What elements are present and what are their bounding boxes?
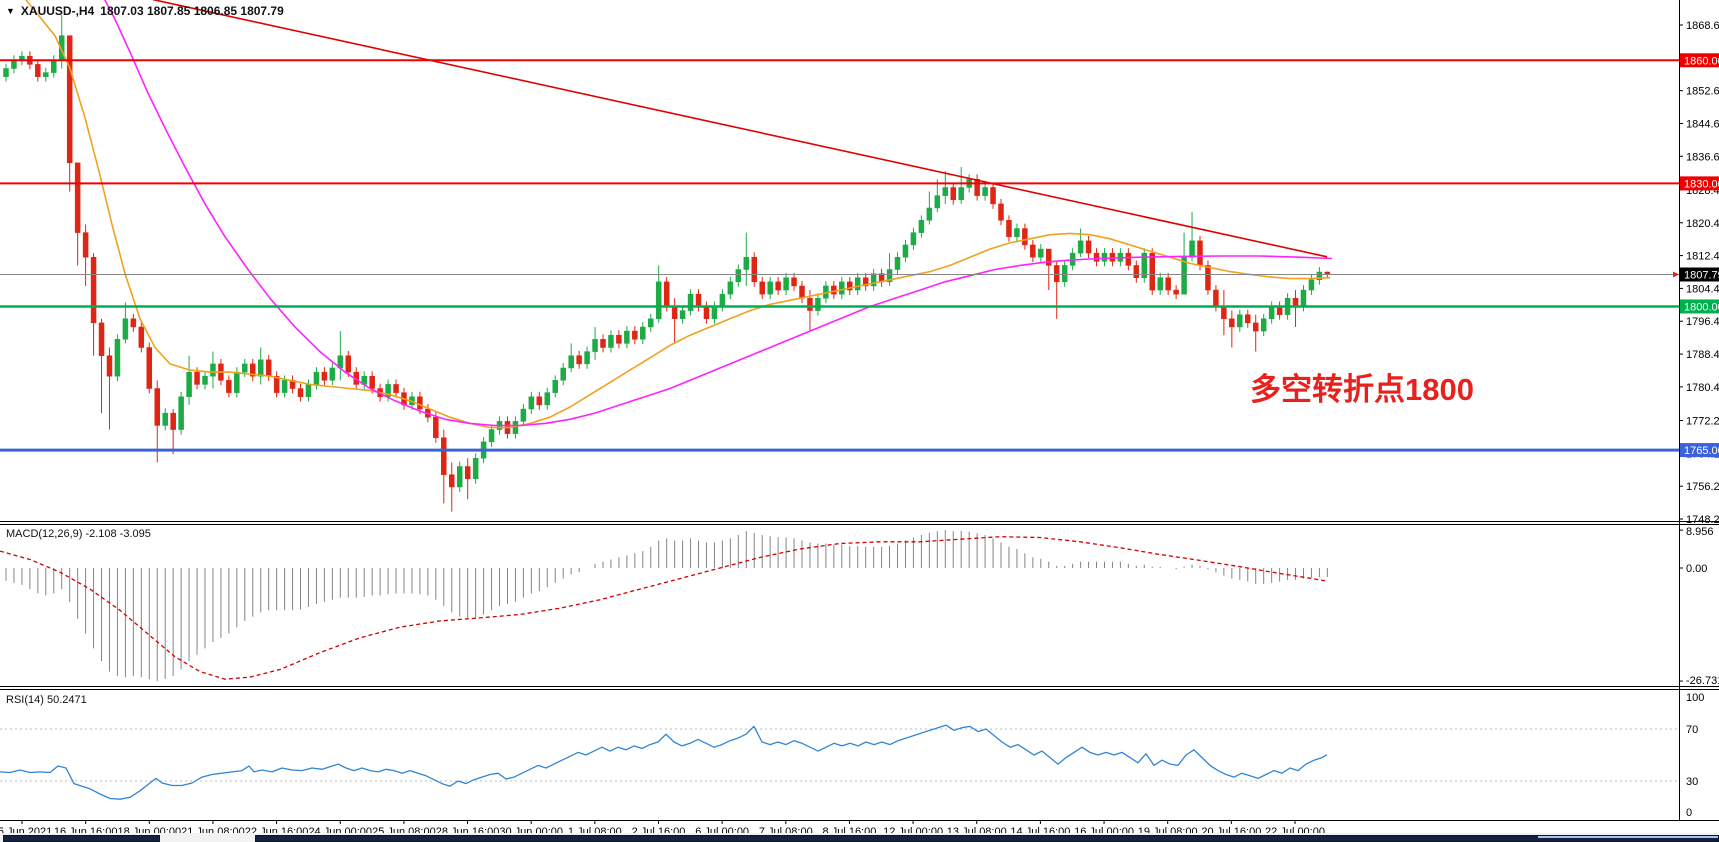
svg-text:19 Jul 08:00: 19 Jul 08:00 [1138, 826, 1198, 833]
svg-text:13 Jul 08:00: 13 Jul 08:00 [947, 826, 1007, 833]
svg-text:24 Jun 00:00: 24 Jun 00:00 [308, 826, 372, 833]
symbol-title: ▼ XAUUSD-,H4 1807.03 1807.85 1806.85 180… [6, 4, 284, 18]
svg-text:16 Jun 16:00: 16 Jun 16:00 [54, 826, 118, 833]
macd-pane [0, 530, 1328, 682]
svg-text:12 Jul 00:00: 12 Jul 00:00 [883, 826, 943, 833]
svg-text:-26.731: -26.731 [1686, 675, 1719, 687]
svg-text:1765.00: 1765.00 [1684, 445, 1719, 457]
svg-text:6 Jul 00:00: 6 Jul 00:00 [695, 826, 749, 833]
price-axis[interactable]: 1868.601860.601852.601844.601836.601828.… [1679, 20, 1719, 819]
ohlc-values-label: 1807.03 1807.85 1806.85 1807.79 [100, 4, 284, 18]
svg-text:18 Jun 00:00: 18 Jun 00:00 [117, 826, 181, 833]
taskbar [0, 833, 1719, 842]
svg-text:1756.20: 1756.20 [1686, 481, 1719, 493]
macd-indicator-label: MACD(12,26,9) -2.108 -3.095 [6, 528, 151, 540]
svg-text:20 Jul 16:00: 20 Jul 16:00 [1201, 826, 1261, 833]
svg-text:1844.60: 1844.60 [1686, 118, 1719, 130]
svg-text:28 Jun 16:00: 28 Jun 16:00 [436, 826, 500, 833]
svg-text:70: 70 [1686, 724, 1698, 736]
dropdown-triangle-icon: ▼ [6, 6, 15, 16]
svg-text:1796.40: 1796.40 [1686, 316, 1719, 328]
svg-text:15 Jun 2021: 15 Jun 2021 [0, 826, 52, 833]
svg-text:25 Jun 08:00: 25 Jun 08:00 [372, 826, 436, 833]
svg-text:2 Jul 16:00: 2 Jul 16:00 [632, 826, 686, 833]
pane-borders [0, 0, 1719, 821]
descending-trendline [152, 0, 1328, 258]
svg-text:1830.00: 1830.00 [1684, 178, 1719, 190]
svg-text:1788.40: 1788.40 [1686, 349, 1719, 361]
svg-text:1800.00: 1800.00 [1684, 301, 1719, 313]
price-badges: 1860.00 1830.00 1800.00 1765.00 1807.79 [1673, 53, 1719, 458]
svg-text:0.00: 0.00 [1686, 563, 1707, 575]
svg-text:1804.40: 1804.40 [1686, 283, 1719, 295]
svg-text:1772.20: 1772.20 [1686, 416, 1719, 428]
svg-text:30 Jun 00:00: 30 Jun 00:00 [499, 826, 563, 833]
svg-text:16 Jul 00:00: 16 Jul 00:00 [1074, 826, 1134, 833]
svg-text:1 Jul 08:00: 1 Jul 08:00 [568, 826, 622, 833]
svg-text:1820.40: 1820.40 [1686, 218, 1719, 230]
svg-text:21 Jun 08:00: 21 Jun 08:00 [181, 826, 245, 833]
taskbar-button[interactable] [3, 835, 160, 842]
svg-text:100: 100 [1686, 692, 1704, 704]
price-arrow-icon [1673, 271, 1679, 278]
rsi-indicator-label: RSI(14) 50.2471 [6, 694, 87, 706]
rsi-pane [0, 724, 1679, 800]
svg-text:8.956: 8.956 [1686, 526, 1714, 538]
svg-text:1860.00: 1860.00 [1684, 55, 1719, 67]
svg-text:1836.60: 1836.60 [1686, 151, 1719, 163]
svg-text:1852.60: 1852.60 [1686, 86, 1719, 98]
svg-text:1812.40: 1812.40 [1686, 251, 1719, 263]
svg-text:1868.60: 1868.60 [1686, 20, 1719, 32]
svg-text:0: 0 [1686, 807, 1692, 819]
symbol-timeframe-label: XAUUSD-,H4 [20, 4, 95, 18]
svg-text:1807.79: 1807.79 [1684, 270, 1719, 282]
svg-text:8 Jul 16:00: 8 Jul 16:00 [823, 826, 877, 833]
svg-text:1748.20: 1748.20 [1686, 514, 1719, 526]
svg-text:7 Jul 08:00: 7 Jul 08:00 [759, 826, 813, 833]
taskbar-button[interactable] [255, 835, 1719, 842]
svg-text:22 Jul 00:00: 22 Jul 00:00 [1265, 826, 1325, 833]
svg-text:14 Jul 16:00: 14 Jul 16:00 [1010, 826, 1070, 833]
candlesticks [3, 15, 1331, 512]
svg-text:1780.40: 1780.40 [1686, 382, 1719, 394]
svg-text:22 Jun 16:00: 22 Jun 16:00 [245, 826, 309, 833]
svg-text:30: 30 [1686, 776, 1698, 788]
